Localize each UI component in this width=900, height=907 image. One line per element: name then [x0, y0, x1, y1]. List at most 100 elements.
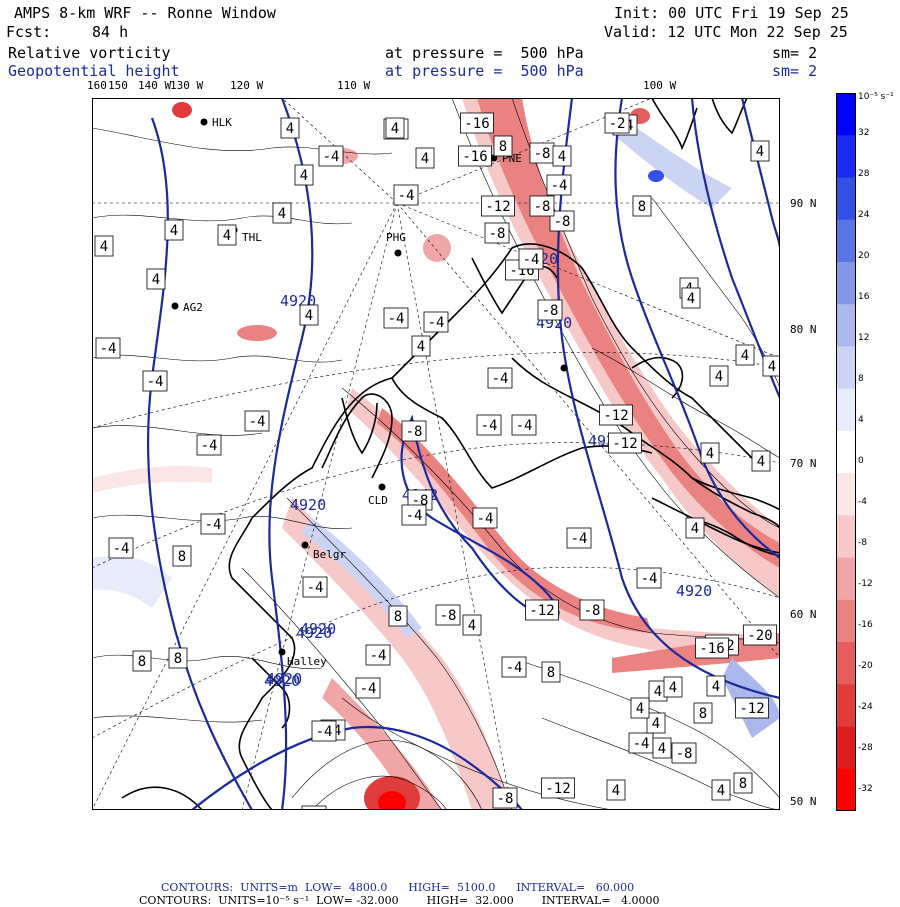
field2-pressure: at pressure = 500 hPa	[385, 62, 584, 80]
vorticity-label: 8	[733, 772, 753, 794]
svg-text:-12: -12	[612, 436, 637, 452]
vorticity-label: -4	[472, 507, 498, 529]
svg-text:-4: -4	[523, 252, 540, 268]
vorticity-label: -12	[608, 432, 642, 454]
vorticity-label: -4	[518, 248, 544, 270]
init-time: Init: 00 UTC Fri 19 Sep 25	[614, 4, 849, 22]
height-label: 4920	[296, 624, 332, 642]
station-hlk: HLK	[212, 116, 232, 129]
vorticity-label: -4	[365, 644, 391, 666]
svg-text:-4: -4	[360, 681, 377, 697]
svg-text:-4: -4	[551, 178, 568, 194]
colorbar-segment	[836, 430, 856, 474]
vorticity-label: -4	[476, 414, 502, 436]
vorticity-label: 4	[411, 335, 431, 357]
colorbar-segment	[836, 93, 856, 136]
vorticity-label: -4	[95, 337, 121, 359]
vorticity-label: 4	[217, 224, 237, 246]
field1-pressure: at pressure = 500 hPa	[385, 44, 584, 62]
colorbar-segment	[836, 304, 856, 347]
svg-text:-16: -16	[699, 641, 724, 657]
colorbar-segment	[836, 726, 856, 770]
svg-text:-4: -4	[428, 315, 445, 331]
svg-text:-4: -4	[205, 517, 222, 533]
vorticity-label: -2	[604, 112, 630, 134]
colorbar-segment	[836, 261, 856, 305]
svg-text:4: 4	[756, 144, 764, 160]
colorbar-segment	[836, 219, 856, 263]
svg-text:4: 4	[715, 369, 723, 385]
colorbar-tick: 28	[858, 169, 870, 179]
footer-height-contours: CONTOURS: UNITS=m LOW= 4800.0 HIGH= 5100…	[154, 868, 634, 894]
svg-text:-4: -4	[113, 541, 130, 557]
colorbar-tick: -32	[858, 784, 873, 794]
map-frame	[92, 98, 780, 810]
svg-text:-4: -4	[249, 414, 266, 430]
vorticity-label: -16	[460, 112, 494, 134]
svg-text:4: 4	[223, 228, 231, 244]
svg-text:4: 4	[417, 339, 425, 355]
vorticity-label: -4	[501, 656, 527, 678]
vorticity-label: -8	[492, 787, 518, 809]
colorbar-tick: 12	[858, 333, 870, 343]
svg-text:-4: -4	[388, 311, 405, 327]
svg-text:8: 8	[174, 651, 182, 667]
svg-text:-2: -2	[609, 116, 626, 132]
vorticity-label: -8	[435, 604, 461, 626]
field2-name: Geopotential height	[8, 62, 180, 80]
height-label: 4920	[300, 620, 336, 638]
vorticity-label: 4	[646, 712, 666, 734]
svg-text:4: 4	[100, 239, 108, 255]
footer2-low: LOW= -32.000	[316, 894, 399, 907]
svg-text:4: 4	[170, 223, 178, 239]
vorticity-labels: -16-16-12-8-8-16-12-8-12-8-12-8-12-16-20…	[94, 112, 780, 810]
vorticity-label: 4	[415, 147, 435, 169]
height-label: 4920	[676, 582, 712, 600]
vorticity-label: -4	[628, 732, 654, 754]
vorticity-label: -12	[735, 697, 769, 719]
vorticity-label: -16	[458, 145, 492, 167]
vorticity-label: -4	[546, 174, 572, 196]
vorticity-label: -4	[355, 677, 381, 699]
svg-text:-8: -8	[554, 214, 571, 230]
svg-text:4: 4	[300, 168, 308, 184]
lon-label-120w: 120 W	[230, 79, 264, 92]
colorbar-segment	[836, 177, 856, 221]
vorticity-label: 4	[663, 676, 683, 698]
svg-text:4: 4	[421, 151, 429, 167]
vorticity-label: 4	[630, 697, 650, 719]
svg-text:-8: -8	[584, 603, 601, 619]
svg-text:4: 4	[305, 308, 313, 324]
svg-text:8: 8	[178, 549, 186, 565]
svg-text:8: 8	[394, 609, 402, 625]
svg-text:4: 4	[768, 359, 776, 375]
svg-text:8: 8	[699, 706, 707, 722]
vorticity-label: 4	[606, 779, 626, 801]
lat-label-60n: 60 N	[790, 608, 817, 621]
vorticity-label: -20	[743, 624, 777, 646]
vorticity-label: -4	[383, 307, 409, 329]
colorbar-tick: 0	[858, 456, 864, 466]
svg-text:-4: -4	[100, 341, 117, 357]
svg-text:8: 8	[547, 665, 555, 681]
colorbar-segment	[836, 599, 856, 643]
svg-text:-4: -4	[406, 508, 423, 524]
footer1-interval: INTERVAL= 60.000	[516, 881, 635, 894]
vorticity-label: 4	[735, 344, 755, 366]
svg-text:-8: -8	[497, 791, 514, 807]
svg-text:4: 4	[691, 521, 699, 537]
vorticity-label: 4	[706, 675, 726, 697]
svg-text:4: 4	[391, 121, 399, 137]
vorticity-label: -4	[511, 414, 537, 436]
height-label: 4920	[290, 496, 326, 514]
svg-text:4: 4	[717, 783, 725, 799]
lat-label-70n: 70 N	[790, 457, 817, 470]
svg-text:-4: -4	[571, 531, 588, 547]
weather-map: HLK PNE THL PHG AG2 CLD Belgr Halley 492…	[92, 98, 780, 810]
colorbar-segment	[836, 557, 856, 601]
vorticity-label: -12	[599, 404, 633, 426]
svg-text:8: 8	[739, 776, 747, 792]
vorticity-label: 4	[272, 202, 292, 224]
svg-text:-8: -8	[534, 199, 551, 215]
svg-text:-16: -16	[464, 116, 489, 132]
